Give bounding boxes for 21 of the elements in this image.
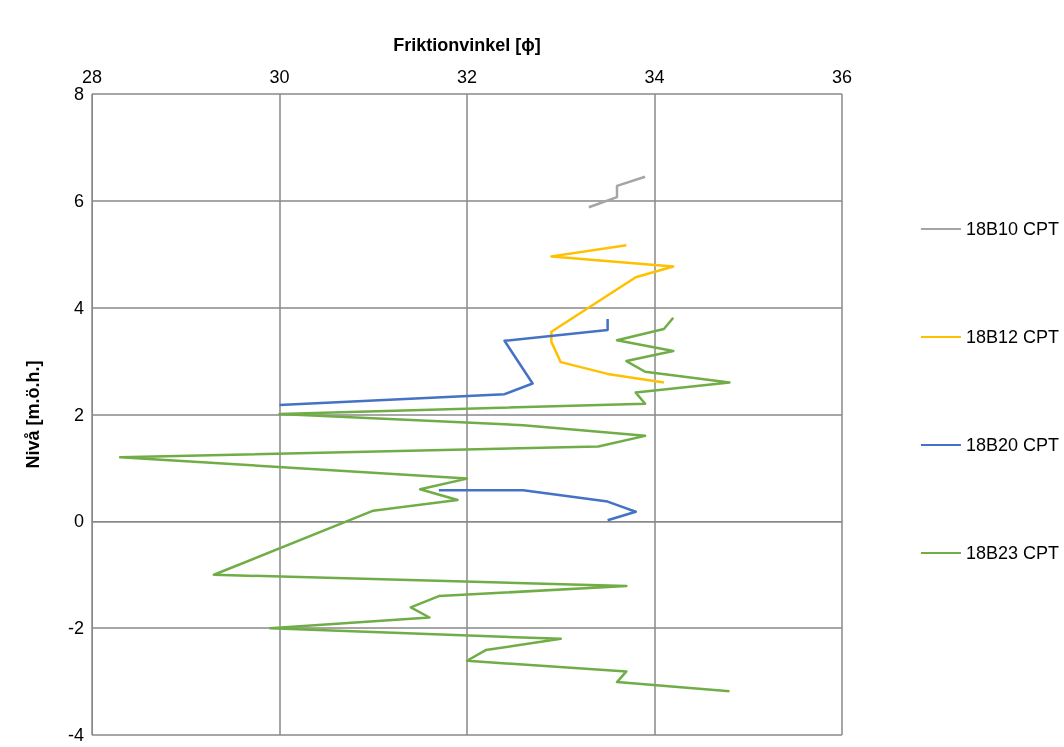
y-tick-label: 6 — [73, 190, 84, 211]
x-tick-label: 36 — [831, 67, 853, 87]
legend-label: 18B23 CPT — [965, 543, 1060, 563]
y-tick-label: -4 — [67, 725, 84, 745]
y-tick-label: 2 — [73, 404, 84, 425]
y-tick-label: 4 — [73, 297, 84, 318]
x-tick-label: 34 — [644, 67, 665, 87]
legend-label: 18B12 CPT — [965, 327, 1060, 347]
legend-label: 18B10 CPT — [965, 219, 1060, 239]
line-series — [118, 316, 731, 693]
y-tick-label: 8 — [73, 84, 84, 104]
y-axis-title: Nivå [m.ö.h.] — [23, 360, 43, 469]
y-tick-label: -2 — [67, 618, 84, 639]
line-series — [587, 175, 647, 209]
x-tick-label: 30 — [269, 67, 290, 87]
x-axis-title: Friktionvinkel [ϕ] — [393, 35, 541, 55]
line-series — [550, 243, 675, 384]
x-tick-label: 32 — [456, 67, 478, 87]
x-tick-label: 28 — [81, 67, 103, 87]
legend-label: 18B20 CPT — [965, 435, 1060, 455]
y-tick-label: 0 — [73, 511, 84, 532]
